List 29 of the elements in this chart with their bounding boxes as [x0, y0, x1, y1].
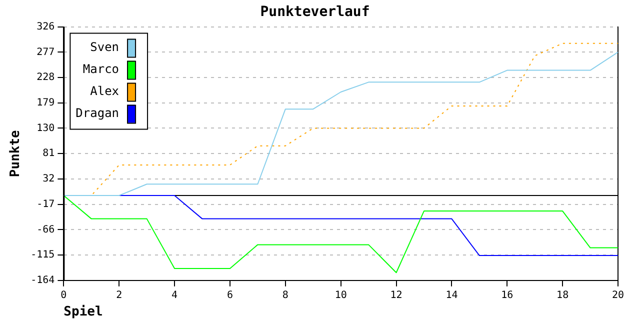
y-tick-label: -17: [36, 198, 55, 210]
x-tick-label: 18: [556, 290, 569, 301]
x-tick-label: 2: [116, 290, 122, 301]
y-tick-label: 277: [36, 46, 55, 58]
y-tick-label: -164: [30, 274, 55, 286]
chart-title: Punkteverlauf: [260, 4, 370, 20]
legend-label: Sven: [90, 40, 120, 54]
x-tick-label: 14: [446, 290, 458, 301]
y-tick-label: 228: [36, 72, 55, 84]
y-tick-label: 32: [42, 174, 55, 185]
x-tick-label: 16: [501, 290, 514, 301]
x-tick-label: 10: [334, 290, 347, 301]
y-tick-label: 326: [36, 21, 55, 32]
y-tick-label: -115: [30, 250, 55, 261]
y-tick-label: -66: [36, 224, 55, 236]
x-tick-label: 8: [282, 290, 288, 301]
legend-label: Marco: [82, 62, 120, 76]
y-tick-label: 130: [36, 122, 55, 134]
x-axis-title: Spiel: [64, 304, 103, 320]
x-tick-label: 6: [226, 290, 233, 301]
x-tick-label: 4: [172, 290, 178, 301]
legend-label: Dragan: [76, 106, 120, 120]
x-tick-label: 12: [390, 290, 402, 301]
y-tick-label: 179: [36, 97, 55, 108]
x-tick-label: 20: [612, 290, 624, 301]
x-tick-label: 0: [60, 290, 67, 301]
legend-label: Alex: [90, 84, 120, 98]
y-axis-title: Punkte: [8, 130, 24, 178]
y-tick-label: 81: [42, 148, 55, 160]
